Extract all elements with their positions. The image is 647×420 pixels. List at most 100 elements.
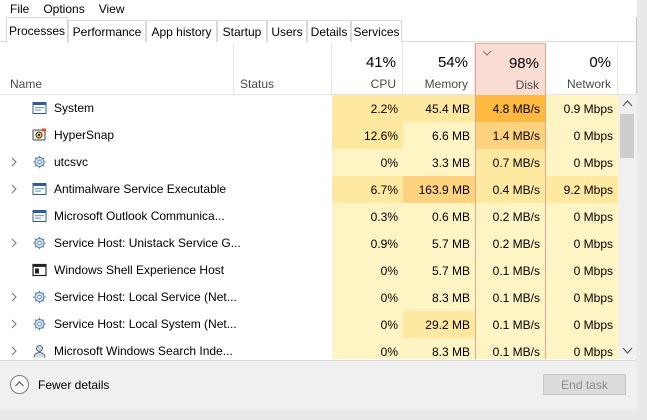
cpu-percent: 41% (365, 54, 396, 71)
network-column-header[interactable]: 0% Network (546, 43, 618, 95)
process-network: 0 Mbps (546, 122, 618, 149)
process-row[interactable]: utcsvc 0% 3.3 MB 0.7 MB/s 0 Mbps (0, 149, 618, 176)
process-network: 9.2 Mbps (546, 176, 618, 203)
menu-view[interactable]: View (98, 1, 125, 16)
memory-percent: 54% (437, 54, 468, 71)
process-status (234, 203, 332, 230)
process-name-cell: Service Host: Unistack Service G... (0, 230, 241, 257)
chevron-up-circle-icon (10, 375, 29, 394)
process-network: 0 Mbps (546, 311, 618, 338)
network-percent: 0% (589, 54, 611, 71)
process-disk: 0.1 MB/s (475, 311, 546, 338)
process-row[interactable]: Service Host: Unistack Service G... 0.9% 5… (0, 230, 618, 257)
fewer-details-button[interactable]: Fewer details (10, 375, 109, 394)
scrollbar-thumb[interactable] (620, 114, 634, 158)
chevron-right-icon[interactable] (10, 345, 18, 357)
status-column-header[interactable]: Status (234, 43, 332, 95)
process-network: 0 Mbps (546, 203, 618, 230)
chevron-right-icon[interactable] (10, 183, 18, 195)
tab-performance[interactable]: Performance (68, 20, 146, 42)
process-row[interactable]: Windows Shell Experience Host 0% 5.7 MB 0.1… (0, 257, 618, 284)
name-column-header[interactable]: Name (0, 43, 234, 95)
process-name-cell: Service Host: Local Service (Net... (0, 284, 237, 311)
process-name-cell: Windows Shell Experience Host (0, 257, 234, 284)
process-status (234, 230, 332, 257)
process-name: Microsoft Windows Search Inde... (54, 344, 233, 358)
memory-label: Memory (424, 77, 468, 91)
process-list: System 2.2% 45.4 MB 4.8 MB/s 0.9 Mbps HyperSn… (0, 95, 618, 359)
end-task-button[interactable]: End task (543, 374, 626, 395)
scroll-down-arrow-icon[interactable] (618, 342, 637, 359)
tab-users[interactable]: Users (267, 20, 307, 42)
process-status (234, 284, 332, 311)
process-cpu: 12.6% (332, 122, 403, 149)
process-disk: 1.4 MB/s (475, 122, 546, 149)
memory-column-header[interactable]: 54% Memory (403, 43, 475, 95)
process-name: Service Host: Unistack Service G... (54, 236, 241, 250)
task-manager-window: File Options View Processes Performance … (0, 0, 637, 410)
process-row[interactable]: System 2.2% 45.4 MB 4.8 MB/s 0.9 Mbps (0, 95, 618, 122)
chevron-right-icon[interactable] (10, 318, 18, 330)
chevron-right-icon[interactable] (10, 237, 18, 249)
menu-options[interactable]: Options (43, 1, 85, 16)
process-cpu: 0% (332, 338, 403, 359)
column-header: Name Status 41% CPU 54% Memory 98% Disk … (0, 43, 637, 96)
tab-app-history[interactable]: App history (146, 20, 217, 42)
process-disk: 4.8 MB/s (475, 95, 546, 122)
process-network: 0 Mbps (546, 284, 618, 311)
vertical-scrollbar[interactable] (618, 95, 637, 359)
process-memory: 8.3 MB (403, 338, 475, 359)
process-cpu: 0.9% (332, 230, 403, 257)
process-name: Service Host: Local Service (Net... (54, 290, 237, 304)
process-row[interactable]: Antimalware Service Executable 6.7% 163.9 … (0, 176, 618, 203)
process-disk: 0.1 MB/s (475, 284, 546, 311)
process-row[interactable]: Microsoft Windows Search Inde... 0% 8.3 MB… (0, 338, 618, 359)
disk-label: Disk (515, 78, 539, 92)
process-cpu: 0% (332, 257, 403, 284)
menu-bar: File Options View (0, 0, 637, 17)
process-cpu: 0% (332, 284, 403, 311)
tab-processes[interactable]: Processes (6, 17, 68, 43)
cpu-column-header[interactable]: 41% CPU (332, 43, 403, 95)
tab-bar: Processes Performance App history Startu… (0, 17, 637, 43)
process-name: HyperSnap (54, 128, 115, 142)
process-status (234, 176, 332, 203)
process-cpu: 6.7% (332, 176, 403, 203)
process-cpu: 0% (332, 149, 403, 176)
cpu-label: CPU (370, 77, 396, 91)
process-row[interactable]: HyperSnap 12.6% 6.6 MB 1.4 MB/s 0 Mbps (0, 122, 618, 149)
scroll-up-arrow-icon[interactable] (618, 95, 637, 112)
process-memory: 0.6 MB (403, 203, 475, 230)
process-memory: 6.6 MB (403, 122, 475, 149)
process-memory: 8.3 MB (403, 284, 475, 311)
tab-services[interactable]: Services (351, 20, 402, 42)
process-name: Service Host: Local System (Net... (54, 317, 237, 331)
process-disk: 0.2 MB/s (475, 230, 546, 257)
tab-details[interactable]: Details (307, 20, 351, 42)
process-disk: 0.1 MB/s (475, 338, 546, 359)
process-memory: 5.7 MB (403, 257, 475, 284)
chevron-right-icon[interactable] (10, 156, 18, 168)
status-column-label: Status (240, 77, 275, 91)
process-disk: 0.7 MB/s (475, 149, 546, 176)
process-disk: 0.2 MB/s (475, 203, 546, 230)
tab-startup[interactable]: Startup (217, 20, 267, 42)
process-network: 0 Mbps (546, 338, 618, 359)
sort-descending-icon (482, 50, 492, 56)
fewer-details-label: Fewer details (38, 377, 110, 392)
disk-column-header[interactable]: 98% Disk (475, 43, 546, 96)
process-name: utcsvc (54, 155, 89, 169)
process-name-cell: Microsoft Outlook Communica... (0, 203, 234, 230)
process-row[interactable]: Microsoft Outlook Communica... 0.3% 0.6 MB… (0, 203, 618, 230)
process-network: 0 Mbps (546, 230, 618, 257)
process-network: 0 Mbps (546, 149, 618, 176)
process-name: Microsoft Outlook Communica... (54, 209, 225, 223)
process-row[interactable]: Service Host: Local System (Net... 0% 29.2… (0, 311, 618, 338)
process-name-cell: Microsoft Windows Search Inde... (0, 338, 234, 359)
process-status (234, 149, 332, 176)
process-name-cell: Antimalware Service Executable (0, 176, 234, 203)
menu-file[interactable]: File (10, 1, 30, 16)
process-status (234, 122, 332, 149)
chevron-right-icon[interactable] (10, 291, 18, 303)
process-row[interactable]: Service Host: Local Service (Net... 0% 8.3… (0, 284, 618, 311)
